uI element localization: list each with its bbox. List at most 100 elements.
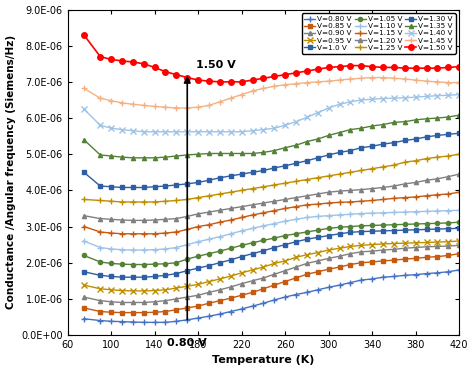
V=1.50 V	[391, 65, 397, 70]
V=1.0 V	[228, 257, 234, 262]
V=1.05 V	[413, 222, 419, 226]
V=1.20 V	[250, 203, 255, 207]
V=1.0 V	[402, 228, 408, 232]
V=1.05 V	[141, 262, 146, 267]
V=1.30 V	[413, 137, 419, 141]
V=1.20 V	[217, 208, 223, 213]
V=0.95 V	[152, 288, 157, 293]
V=1.10 V	[424, 209, 429, 214]
V=1.05 V	[119, 262, 125, 266]
V=1.15 V	[272, 209, 277, 213]
V=0.95 V	[391, 241, 397, 246]
V=1.20 V	[391, 184, 397, 188]
V=1.25 V	[326, 174, 331, 178]
V=0.90 V	[261, 276, 266, 280]
V=1.25 V	[315, 175, 320, 180]
Line: V=1.10 V: V=1.10 V	[81, 207, 462, 253]
V=1.05 V	[152, 262, 157, 266]
V=1.05 V	[97, 260, 103, 264]
V=1.15 V	[81, 224, 87, 229]
Y-axis label: Conductance /Angular frequency (Siemens/Hz): Conductance /Angular frequency (Siemens/…	[6, 35, 16, 309]
V=0.85 V	[380, 259, 386, 263]
V=1.05 V	[184, 257, 190, 261]
V=1.15 V	[261, 211, 266, 215]
V=1.30 V	[304, 158, 310, 163]
V=0.85 V	[173, 308, 179, 312]
V=1.10 V	[283, 219, 288, 223]
V=1.40 V	[326, 106, 331, 110]
V=1.20 V	[130, 218, 136, 223]
V=1.0 V	[81, 269, 87, 274]
V=0.95 V	[446, 240, 451, 244]
V=0.90 V	[97, 298, 103, 303]
V=1.25 V	[206, 194, 212, 198]
V=1.10 V	[141, 248, 146, 252]
V=1.05 V	[402, 222, 408, 227]
V=1.30 V	[435, 133, 440, 138]
V=1.40 V	[206, 129, 212, 134]
V=0.95 V	[173, 286, 179, 290]
V=1.50 V	[130, 60, 136, 64]
V=0.90 V	[283, 269, 288, 273]
V=1.40 V	[337, 102, 342, 106]
V=0.85 V	[326, 267, 331, 272]
V=1.50 V	[283, 72, 288, 77]
V=1.15 V	[163, 231, 168, 235]
V=1.45 V	[97, 96, 103, 101]
V=1.40 V	[304, 115, 310, 119]
V=1.20 V	[435, 177, 440, 181]
V=1.45 V	[358, 76, 364, 81]
V=1.40 V	[380, 96, 386, 101]
V=1.25 V	[402, 160, 408, 164]
V=1.0 V	[424, 227, 429, 232]
V=0.90 V	[326, 256, 331, 260]
V=1.35 V	[283, 145, 288, 150]
V=1.50 V	[119, 59, 125, 63]
V=1.25 V	[283, 181, 288, 186]
V=1.10 V	[130, 248, 136, 252]
V=1.50 V	[108, 57, 114, 62]
V=1.40 V	[173, 129, 179, 134]
V=1.20 V	[261, 201, 266, 205]
V=0.90 V	[173, 297, 179, 301]
V=1.25 V	[97, 198, 103, 203]
V=1.15 V	[402, 196, 408, 200]
V=1.10 V	[293, 217, 299, 221]
V=1.05 V	[304, 230, 310, 234]
V=1.35 V	[239, 151, 245, 156]
V=1.05 V	[326, 226, 331, 230]
V=1.35 V	[358, 126, 364, 130]
V=1.35 V	[228, 151, 234, 156]
V=0.80 V	[413, 272, 419, 277]
V=1.50 V	[315, 67, 320, 72]
V=1.40 V	[424, 94, 429, 99]
V=1.05 V	[315, 228, 320, 232]
V=1.50 V	[347, 63, 353, 68]
V=1.10 V	[413, 210, 419, 214]
V=0.95 V	[272, 261, 277, 266]
V=1.45 V	[456, 81, 462, 85]
V=0.85 V	[250, 290, 255, 295]
V=1.35 V	[369, 124, 375, 128]
V=1.10 V	[97, 245, 103, 250]
V=1.35 V	[261, 150, 266, 155]
V=0.85 V	[435, 255, 440, 259]
Line: V=1.20 V: V=1.20 V	[82, 172, 461, 223]
V=1.40 V	[141, 129, 146, 134]
V=1.40 V	[81, 107, 87, 111]
V=1.40 V	[435, 93, 440, 98]
V=0.80 V	[163, 320, 168, 325]
V=1.10 V	[250, 226, 255, 230]
V=0.90 V	[304, 261, 310, 266]
V=0.80 V	[173, 319, 179, 324]
V=0.80 V	[206, 314, 212, 318]
V=1.50 V	[195, 78, 201, 82]
V=1.10 V	[358, 211, 364, 216]
V=1.15 V	[456, 190, 462, 194]
V=1.0 V	[239, 255, 245, 259]
V=1.35 V	[152, 155, 157, 160]
V=0.90 V	[369, 249, 375, 253]
V=1.25 V	[152, 200, 157, 204]
Line: V=1.50 V: V=1.50 V	[81, 32, 462, 85]
V=0.90 V	[239, 282, 245, 286]
